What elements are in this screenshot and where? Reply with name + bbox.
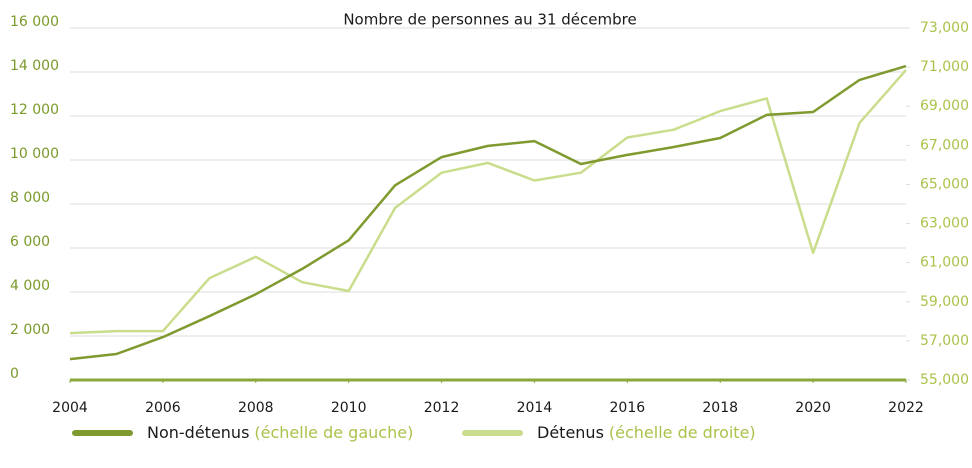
line-series	[69, 64, 907, 361]
y2-tick-label: 57,000	[920, 333, 969, 349]
x-tick-label: 2010	[331, 400, 367, 416]
y2-tick-label: 55,000	[920, 372, 969, 388]
x-tick-label: 2016	[610, 400, 646, 416]
legend-name: Non-détenus	[147, 423, 249, 442]
y2-tick-label: 69,000	[920, 98, 969, 114]
y2-tick-label: 73,000	[920, 20, 969, 36]
legend-label: Détenus (échelle de droite)	[537, 423, 756, 442]
y-tick-label: 10 000	[10, 146, 59, 162]
x-tick-label: 2004	[52, 400, 88, 416]
y-tick-label: 6 000	[10, 234, 50, 250]
x-tick-label: 2022	[888, 400, 924, 416]
x-tick-label: 2006	[145, 400, 181, 416]
legend-label: Non-détenus (échelle de gauche)	[147, 423, 413, 442]
y-tick-label: 14 000	[10, 58, 59, 74]
y2-tick-label: 61,000	[920, 255, 969, 271]
y2-tick-label: 65,000	[920, 176, 969, 192]
legend-name: Détenus	[537, 423, 604, 442]
y2-tick-label: 71,000	[920, 59, 969, 75]
y2-tick-label: 59,000	[920, 294, 969, 310]
y-tick-label: 8 000	[10, 190, 50, 206]
x-tick-label: 2012	[424, 400, 460, 416]
x-tick-label: 2018	[702, 400, 738, 416]
x-tick-label: 2020	[795, 400, 831, 416]
y2-tick-label: 63,000	[920, 216, 969, 232]
x-tick-label: 2008	[238, 400, 274, 416]
chart-title: Nombre de personnes au 31 décembre	[343, 11, 636, 29]
y-tick-label: 4 000	[10, 278, 50, 294]
legend-note: (échelle de gauche)	[254, 423, 413, 442]
line-series	[69, 69, 907, 335]
y2-tick-label: 67,000	[920, 137, 969, 153]
y-tick-label: 2 000	[10, 322, 50, 338]
y-tick-label: 12 000	[10, 102, 59, 118]
y-tick-label: 16 000	[10, 14, 59, 30]
x-tick-label: 2014	[517, 400, 553, 416]
legend-note: (échelle de droite)	[609, 423, 756, 442]
y-tick-label: 0	[10, 366, 19, 382]
